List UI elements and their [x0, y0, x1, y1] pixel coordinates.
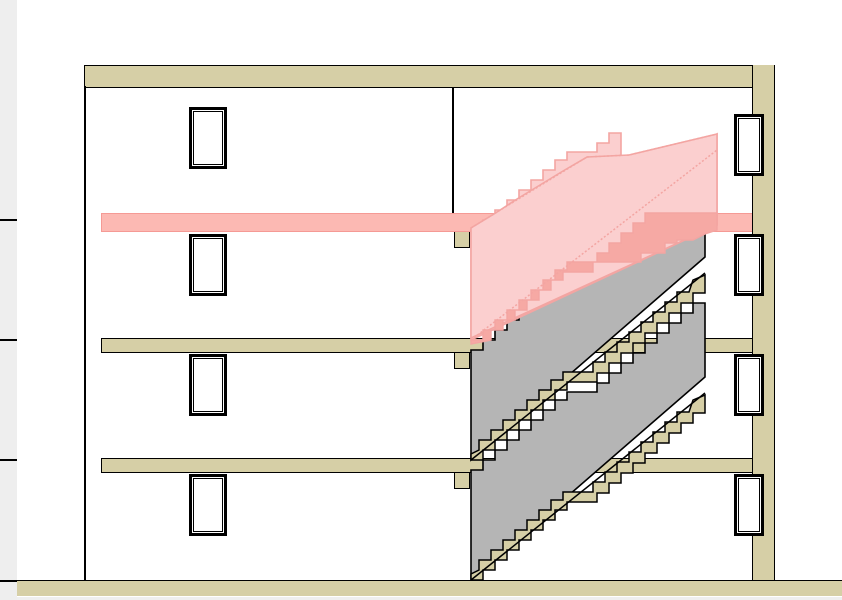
ruler-tick	[0, 580, 17, 582]
ground-floor-slab-front[interactable]	[17, 580, 842, 596]
stair-flight-level-4-outline	[470, 132, 718, 340]
window-pane	[738, 478, 760, 532]
stair-flight-level-2-stringer	[470, 392, 706, 581]
stair-flight-level-3-stringer	[470, 272, 706, 461]
level-4-floor-slab-selected[interactable]	[101, 213, 775, 232]
window-right-level-2[interactable]	[734, 354, 764, 416]
window-right-level-3[interactable]	[734, 234, 764, 296]
left-exterior-wall-line[interactable]	[84, 86, 86, 582]
window-pane	[193, 238, 223, 292]
level-3-floor-slab[interactable]	[101, 338, 775, 353]
window-left-level-1[interactable]	[189, 474, 227, 536]
window-left-level-3[interactable]	[189, 234, 227, 296]
right-wall-outer-face	[764, 65, 775, 581]
vertical-ruler[interactable]	[0, 0, 17, 600]
landing-stub-level-2	[454, 473, 470, 489]
stair-core-partition-wall[interactable]	[452, 88, 454, 215]
ruler-tick	[0, 219, 17, 221]
stair-flight-level-2-soffit	[470, 393, 706, 581]
drawing-canvas[interactable]	[17, 0, 842, 600]
roof-slab[interactable]	[84, 65, 775, 88]
stair-flights-layer	[470, 132, 718, 582]
ruler-tick	[0, 339, 17, 341]
window-right-level-1[interactable]	[734, 474, 764, 536]
stair-flight-level-4-selection-fill	[470, 132, 718, 342]
stair-flight-level-4-stringer	[470, 149, 718, 341]
window-left-level-4[interactable]	[189, 107, 227, 169]
window-pane	[738, 358, 760, 412]
stair-flight-level-4-tread-profile	[470, 212, 718, 345]
landing-stub-level-4	[454, 232, 470, 248]
window-pane	[193, 358, 223, 412]
window-pane	[193, 478, 223, 532]
window-pane	[738, 118, 760, 172]
window-left-level-2[interactable]	[189, 354, 227, 416]
window-pane	[738, 238, 760, 292]
stair-flight-level-4-selected[interactable]	[470, 132, 718, 345]
ruler-tick	[0, 459, 17, 461]
window-pane	[193, 111, 223, 165]
landing-stub-level-3	[454, 353, 470, 369]
window-right-level-4[interactable]	[734, 114, 764, 176]
stair-flight-level-3-soffit	[470, 273, 706, 461]
canvas-bottom-edge	[17, 597, 842, 600]
level-2-floor-slab[interactable]	[101, 458, 775, 473]
